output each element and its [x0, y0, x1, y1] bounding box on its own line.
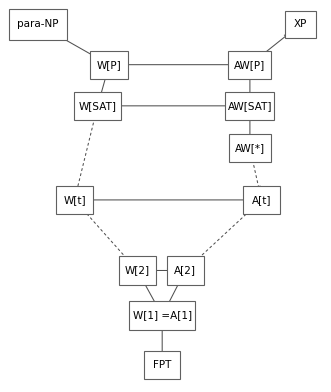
- Text: XP: XP: [294, 19, 307, 29]
- FancyBboxPatch shape: [167, 256, 204, 285]
- FancyBboxPatch shape: [228, 51, 271, 79]
- Text: W[t]: W[t]: [63, 195, 86, 205]
- Text: W[P]: W[P]: [97, 60, 121, 70]
- Text: para-NP: para-NP: [17, 19, 59, 29]
- FancyBboxPatch shape: [229, 134, 271, 162]
- Text: AW[P]: AW[P]: [234, 60, 265, 70]
- Text: W[1] =A[1]: W[1] =A[1]: [133, 310, 192, 321]
- Text: AW[*]: AW[*]: [235, 143, 265, 153]
- Text: FPT: FPT: [153, 360, 171, 370]
- FancyBboxPatch shape: [74, 92, 121, 120]
- Text: W[SAT]: W[SAT]: [79, 101, 117, 111]
- Text: A[t]: A[t]: [252, 195, 271, 205]
- FancyBboxPatch shape: [243, 186, 280, 214]
- Text: A[2]: A[2]: [174, 265, 196, 276]
- FancyBboxPatch shape: [285, 11, 316, 38]
- FancyBboxPatch shape: [225, 92, 274, 120]
- FancyBboxPatch shape: [56, 186, 93, 214]
- FancyBboxPatch shape: [119, 256, 156, 285]
- FancyBboxPatch shape: [9, 9, 67, 40]
- FancyBboxPatch shape: [144, 351, 180, 379]
- FancyBboxPatch shape: [90, 51, 128, 79]
- FancyBboxPatch shape: [129, 301, 195, 330]
- Text: W[2]: W[2]: [125, 265, 150, 276]
- Text: AW[SAT]: AW[SAT]: [228, 101, 272, 111]
